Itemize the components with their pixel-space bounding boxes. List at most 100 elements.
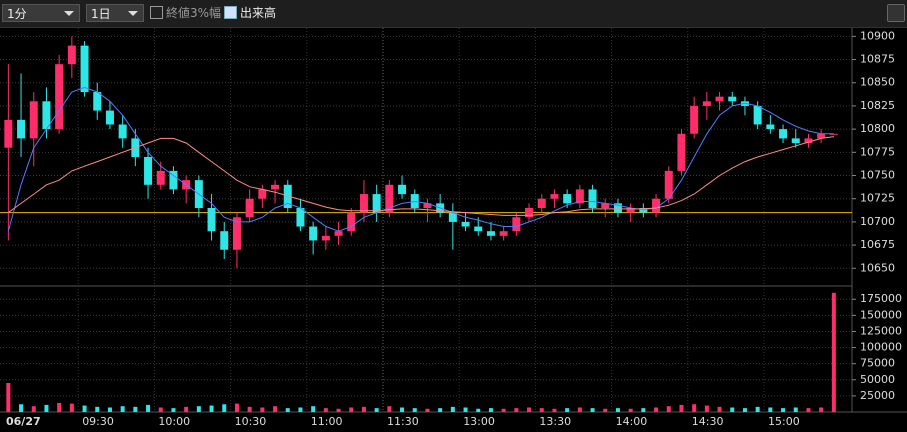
candle-body — [17, 119, 26, 139]
y-tick-label: 10850 — [860, 76, 895, 89]
volume-bar — [44, 404, 49, 412]
checkbox[interactable] — [150, 6, 163, 19]
volume-bar — [361, 406, 366, 412]
chart: 10650 10675 10700 10725 10750 10775 10800 10825… — [0, 28, 907, 428]
interval-select[interactable]: 1分 — [2, 4, 80, 22]
volume-bar — [463, 407, 468, 412]
candle-body — [67, 45, 76, 65]
volume-bar — [654, 407, 659, 412]
candle-body — [156, 170, 165, 185]
volume-bar — [273, 406, 278, 412]
candle-body — [563, 194, 572, 204]
candle-body — [715, 96, 724, 102]
candle-body — [347, 212, 356, 232]
volume-bar — [628, 408, 633, 412]
volume-bar — [603, 408, 608, 412]
x-tick-label: 15:00 — [768, 415, 800, 428]
y-tick-label: 10825 — [860, 99, 895, 112]
candle-body — [690, 105, 699, 134]
candle-body — [474, 226, 483, 232]
y-tick-label: 10775 — [860, 145, 895, 158]
x-tick-label: 14:00 — [616, 415, 648, 428]
volume-bar — [107, 407, 112, 412]
volume-bar — [31, 406, 36, 412]
candle-body — [423, 203, 432, 208]
candle-body — [626, 207, 635, 213]
volume-bar — [196, 406, 201, 412]
volume-bar — [247, 406, 252, 412]
y-tick-label: 125000 — [860, 324, 902, 337]
candle-body — [817, 133, 826, 139]
volume-bar — [209, 405, 214, 412]
volume-bar — [679, 404, 684, 412]
volume-bar — [565, 408, 570, 412]
x-tick-label: 09:30 — [82, 415, 114, 428]
volume-bar — [590, 408, 595, 412]
volume-bar — [755, 406, 760, 412]
candle-body — [525, 207, 534, 218]
candle-body — [550, 194, 559, 199]
volume-bar — [742, 408, 747, 412]
volume-bar — [501, 408, 506, 412]
x-tick-label: 11:00 — [311, 415, 343, 428]
candle-body — [258, 189, 267, 199]
candle-body — [652, 198, 661, 213]
candle-body — [601, 203, 610, 208]
candle-body — [461, 221, 470, 227]
volume-bar — [476, 408, 481, 412]
candle-body — [804, 138, 813, 144]
volume-bar — [400, 407, 405, 412]
candle-body — [271, 184, 280, 190]
candle-body — [677, 133, 686, 171]
volume-bar — [488, 408, 493, 412]
y-tick-label: 10875 — [860, 53, 895, 66]
candle-body — [398, 184, 407, 195]
volume-bar — [577, 407, 582, 412]
volume-bar — [171, 408, 176, 412]
candle-body — [42, 101, 51, 130]
candle-body — [537, 198, 546, 208]
volume-bar — [704, 405, 709, 412]
x-tick-label: 13:30 — [539, 415, 571, 428]
volume-bar — [222, 404, 227, 412]
y-tick-label: 10675 — [860, 238, 895, 251]
y-tick-label: 50000 — [860, 373, 895, 386]
candle-body — [105, 110, 114, 125]
volume-bar — [82, 405, 87, 412]
volume-bar — [793, 407, 798, 412]
option-checkbox[interactable]: 終値3%幅 — [150, 5, 221, 21]
candle-body — [207, 207, 216, 232]
candle-body — [118, 124, 127, 139]
volume-bar — [260, 407, 265, 412]
candle-body — [55, 64, 64, 130]
volume-bar — [57, 402, 62, 412]
x-tick-label: 10:00 — [158, 415, 190, 428]
volume-bar — [692, 404, 697, 412]
candle-body — [144, 156, 153, 185]
candle-body — [220, 231, 229, 250]
candle-body — [702, 101, 711, 106]
x-tick-label: 14:30 — [692, 415, 724, 428]
option-checkbox[interactable]: 出来高 — [224, 5, 276, 21]
y-tick-label: 10800 — [860, 122, 895, 135]
checkbox[interactable] — [224, 6, 237, 19]
range-select[interactable]: 1日 — [86, 4, 144, 22]
candle-body — [779, 129, 788, 139]
volume-bar — [6, 383, 11, 412]
candle-body — [4, 119, 13, 148]
candle-body — [512, 217, 521, 232]
candle-body — [753, 105, 762, 125]
option-label: 終値3%幅 — [166, 6, 222, 20]
volume-bar — [641, 408, 646, 412]
y-tick-label: 10700 — [860, 215, 895, 228]
volume-bar — [819, 407, 824, 412]
volume-bar — [374, 408, 379, 412]
y-tick-label: 10650 — [860, 261, 895, 274]
y-tick-label: 10750 — [860, 169, 895, 182]
candle-body — [639, 207, 648, 213]
settings-button[interactable] — [887, 4, 905, 22]
candle-body — [232, 217, 241, 250]
candle-body — [486, 231, 495, 236]
volume-bar — [387, 406, 392, 412]
